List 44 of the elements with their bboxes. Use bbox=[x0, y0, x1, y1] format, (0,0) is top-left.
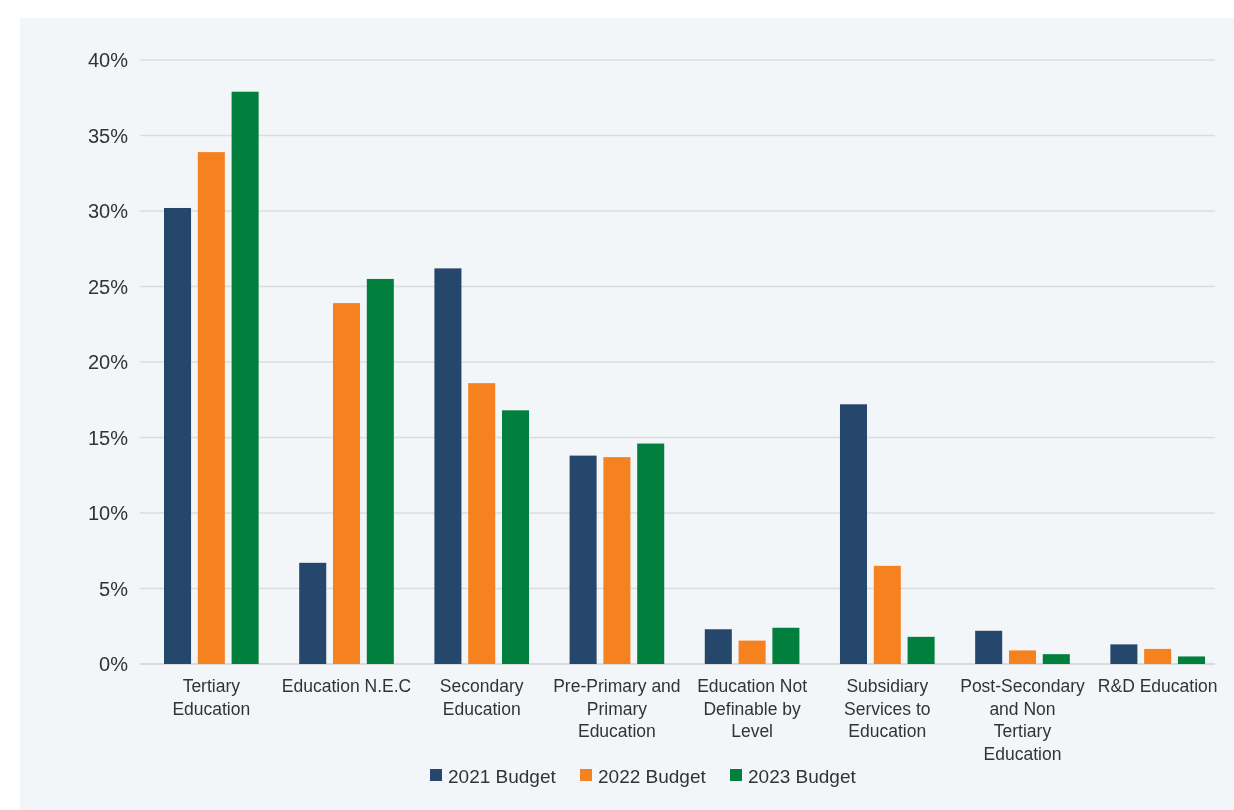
bar bbox=[975, 630, 1003, 664]
bar bbox=[603, 457, 631, 664]
y-tick-label: 5% bbox=[99, 577, 129, 600]
y-tick-label: 10% bbox=[87, 502, 129, 524]
bar bbox=[907, 636, 935, 664]
y-tick-label: 0% bbox=[99, 653, 129, 675]
bar bbox=[197, 152, 225, 664]
x-tick-label: Subsidiary Services to Education bbox=[844, 676, 931, 741]
bar bbox=[434, 268, 462, 664]
bar bbox=[637, 443, 665, 664]
legend-label: 2023 Budget bbox=[748, 765, 857, 787]
bar bbox=[1144, 648, 1172, 664]
x-tick-label: Pre-Primary and Primary Education bbox=[553, 676, 681, 741]
y-tick-label: 35% bbox=[87, 124, 129, 147]
bar bbox=[1042, 654, 1070, 664]
legend-label: 2022 Budget bbox=[598, 765, 707, 787]
x-tick-label: Tertiary Education bbox=[172, 676, 251, 719]
bar bbox=[164, 207, 192, 664]
bar bbox=[873, 565, 901, 664]
bar bbox=[501, 410, 530, 664]
x-tick-label: Post-Secondary and Non Tertiary Education bbox=[960, 676, 1085, 764]
bar bbox=[299, 562, 327, 664]
bar bbox=[332, 303, 361, 664]
bar bbox=[1177, 656, 1205, 664]
bar bbox=[1008, 650, 1037, 664]
y-tick-label: 40% bbox=[87, 49, 129, 71]
bar bbox=[231, 91, 259, 664]
x-tick-label: Secondary Education bbox=[439, 676, 524, 719]
x-tick-label: Education Not Definable by Level bbox=[697, 676, 808, 741]
bar bbox=[738, 640, 766, 664]
bar bbox=[1110, 644, 1138, 664]
bar bbox=[704, 629, 732, 664]
bar bbox=[772, 627, 800, 664]
y-tick-label: 20% bbox=[87, 351, 129, 373]
y-tick-label: 15% bbox=[87, 426, 129, 449]
x-tick-label: Education N.E.C bbox=[281, 676, 412, 696]
legend-label: 2021 Budget bbox=[448, 765, 557, 787]
bar bbox=[366, 278, 394, 664]
bar bbox=[569, 455, 597, 664]
bar bbox=[839, 404, 868, 664]
x-tick-label: R&D Education bbox=[1097, 676, 1218, 696]
y-tick-label: 25% bbox=[87, 275, 129, 298]
y-tick-label: 30% bbox=[87, 200, 129, 222]
bar bbox=[468, 383, 496, 664]
